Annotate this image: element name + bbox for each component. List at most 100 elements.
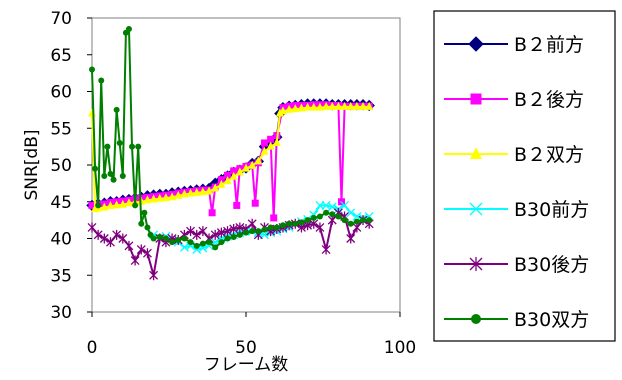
square-marker [233, 201, 241, 209]
data-point [346, 101, 355, 110]
data-point [138, 220, 145, 227]
circle-marker [169, 239, 176, 246]
legend-item: B30前方 [444, 199, 589, 221]
asterisk-marker [118, 233, 128, 244]
data-point [266, 141, 275, 150]
data-point [174, 190, 183, 199]
data-point [98, 77, 105, 84]
triangle-marker [278, 106, 287, 115]
data-point [193, 242, 200, 249]
data-point [106, 237, 115, 248]
triangle-marker [100, 202, 109, 211]
data-point [255, 228, 262, 235]
circle-marker [175, 236, 182, 243]
data-point [267, 224, 274, 231]
data-point [353, 218, 360, 225]
data-point [101, 173, 108, 180]
data-point [144, 224, 151, 231]
triangle-marker [168, 192, 177, 201]
asterisk-marker [346, 233, 356, 244]
data-point [223, 226, 232, 237]
data-point [149, 194, 158, 203]
triangle-marker [229, 171, 238, 180]
circle-marker [101, 173, 108, 180]
legend-item: B２前方 [444, 34, 584, 56]
x-marker [340, 200, 350, 210]
circle-marker [329, 211, 336, 218]
data-point [206, 239, 213, 246]
data-point [113, 106, 120, 113]
data-point [321, 244, 331, 255]
data-point [328, 101, 337, 110]
triangle-marker [303, 102, 312, 111]
data-point [129, 143, 136, 150]
circle-marker [125, 26, 132, 33]
data-point [192, 229, 202, 240]
square-marker [470, 93, 482, 105]
circle-marker [150, 235, 157, 242]
circle-marker [181, 235, 188, 242]
triangle-marker [322, 101, 331, 110]
data-point [267, 135, 275, 143]
data-point [340, 101, 349, 110]
data-point [471, 314, 481, 324]
triangle-marker [334, 101, 343, 110]
data-point [218, 239, 225, 246]
legend-label: B２前方 [514, 34, 584, 56]
triangle-marker [118, 199, 127, 208]
data-point [243, 229, 249, 236]
circle-marker [249, 228, 256, 235]
data-point [352, 101, 361, 110]
asterisk-marker [130, 255, 140, 266]
data-point [309, 102, 318, 111]
data-point [279, 222, 286, 229]
data-point [278, 106, 287, 115]
circle-marker [119, 173, 126, 180]
legend-item: B30双方 [444, 309, 589, 331]
data-point [217, 176, 225, 184]
circle-marker [304, 217, 311, 224]
circle-marker [95, 202, 102, 209]
data-point [198, 187, 207, 196]
triangle-marker [359, 101, 368, 110]
legend-label: B２後方 [514, 89, 584, 111]
data-point [254, 156, 263, 165]
data-point [260, 139, 268, 147]
circle-marker [107, 170, 114, 177]
data-point [346, 208, 356, 218]
triangle-marker [112, 200, 121, 209]
circle-marker [224, 235, 231, 242]
circle-marker [132, 202, 139, 209]
square-marker [260, 139, 268, 147]
triangle-marker [285, 104, 294, 113]
data-point [273, 224, 280, 231]
circle-marker [92, 165, 99, 172]
data-point [95, 202, 102, 209]
asterisk-marker [223, 226, 232, 237]
data-point [143, 195, 152, 204]
triangle-marker [143, 195, 152, 204]
data-point [323, 209, 330, 216]
triangle-marker [340, 101, 349, 110]
y-axis: 30 35 40 45 50 55 60 65 70 [50, 9, 92, 323]
data-point [297, 103, 306, 112]
circle-marker [279, 222, 286, 229]
data-point [186, 226, 196, 237]
data-point [211, 183, 220, 192]
circle-marker [113, 106, 120, 113]
circle-marker [267, 224, 274, 231]
square-marker [208, 209, 216, 217]
data-point [162, 235, 169, 242]
data-point [236, 231, 243, 238]
data-point [106, 201, 115, 210]
circle-marker [206, 239, 213, 246]
square-marker [230, 167, 238, 175]
data-point [100, 202, 109, 211]
asterisk-marker [112, 229, 122, 240]
data-point [99, 233, 109, 244]
data-point [292, 220, 299, 227]
x-tick-label: 0 [87, 338, 98, 358]
asterisk-marker [124, 240, 134, 251]
x-tick-label: 50 [235, 338, 257, 358]
